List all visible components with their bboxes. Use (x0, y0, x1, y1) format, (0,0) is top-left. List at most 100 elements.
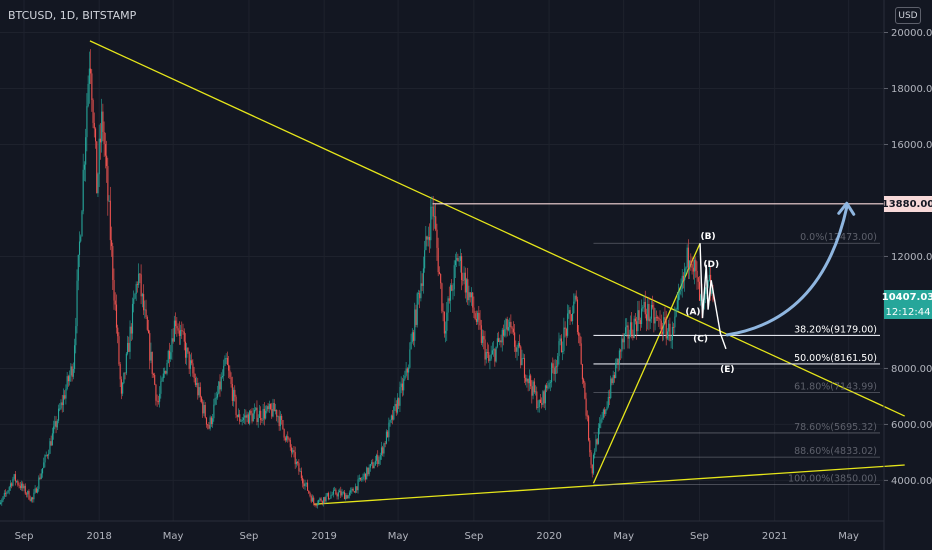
time-tick-label: May (388, 531, 409, 542)
candle-body (417, 293, 420, 295)
price-axis[interactable]: 20000.00 18000.00 16000.00 12000.00 8000.00 6… (884, 28, 932, 487)
candle-body (681, 275, 683, 289)
candle-body (403, 379, 405, 391)
candle-body (655, 317, 657, 319)
candle-body (97, 174, 99, 194)
candle-body (388, 422, 390, 438)
candle-body (40, 473, 42, 479)
candle-body (43, 462, 45, 469)
candle-body (596, 439, 598, 444)
candle-body (196, 383, 198, 385)
candle-body (526, 378, 528, 382)
time-tick-label: Sep (15, 531, 34, 542)
candle-body (456, 257, 458, 261)
candle-body (400, 383, 402, 388)
candle-body (218, 381, 220, 394)
candle-body (146, 316, 148, 330)
candle-body (143, 294, 145, 311)
candle-body (302, 478, 304, 484)
candle-body (589, 440, 591, 453)
price-tick-label: 20000.00 (891, 28, 932, 39)
candle-body (647, 303, 649, 321)
candle-body (437, 247, 439, 273)
candle-body (517, 343, 519, 348)
fib-level-label: 78.60%(5695.32) (794, 422, 877, 433)
candle-body (535, 391, 537, 393)
fibonacci-retracement[interactable]: 0.0%(12473.00)38.20%(9179.00)50.00%(8161… (593, 232, 880, 486)
candle-body (138, 273, 140, 285)
candle-body (612, 375, 614, 384)
candle-body (436, 229, 438, 248)
candle-body (675, 309, 677, 317)
candle-body (369, 464, 371, 468)
candle-body (267, 406, 269, 409)
candle-body (623, 333, 625, 343)
candle-body (325, 495, 327, 502)
candle-body (217, 393, 219, 398)
candle-body (613, 375, 616, 379)
candle-body (564, 327, 566, 329)
candle-body (297, 461, 299, 464)
candle-body (361, 479, 363, 481)
currency-button[interactable]: USD (895, 7, 921, 24)
candle-body (462, 280, 464, 281)
candle-body (139, 273, 141, 275)
time-axis[interactable]: Sep 2018 May Sep 2019 May Sep 2020 May Sep 2021 May (15, 531, 859, 542)
candle-body (615, 362, 617, 379)
candle-body (156, 400, 158, 402)
candle-body (528, 375, 530, 384)
projection-path[interactable] (699, 201, 856, 350)
candle-body (371, 462, 373, 465)
candle-body (512, 328, 514, 333)
candle-body (261, 420, 263, 421)
candle-body (35, 488, 37, 493)
candle-body (305, 482, 307, 484)
candle-body (532, 381, 534, 396)
candle-body (653, 307, 655, 324)
price-tick-label: 6000.00 (891, 420, 932, 431)
candle-body (122, 383, 124, 394)
candle-body (27, 490, 29, 495)
trendline (592, 242, 701, 484)
candle-body (453, 265, 455, 290)
candle-body (257, 417, 259, 423)
candle-body (475, 318, 477, 322)
candle-body (584, 382, 586, 399)
candle-body (607, 397, 609, 407)
candle-body (697, 277, 699, 282)
candle-body (398, 398, 400, 406)
candle-body (628, 336, 630, 339)
candle-body (39, 477, 41, 479)
candle-body (160, 381, 162, 394)
candle-body (124, 372, 126, 374)
candle-body (363, 473, 365, 477)
candle-body (583, 379, 585, 383)
candle-body (421, 283, 423, 286)
candle-body (555, 366, 558, 368)
candle-body (467, 279, 469, 301)
candle-body (506, 319, 508, 331)
fib-level-label: 88.60%(4833.02) (794, 446, 877, 457)
candle-body (219, 381, 221, 390)
candle-body (394, 404, 396, 407)
candle-body (311, 497, 314, 502)
candle-body (602, 409, 604, 418)
trendlines[interactable] (89, 40, 905, 505)
candle-body (401, 383, 404, 391)
candle-body (425, 236, 427, 251)
candle-body (520, 346, 522, 366)
candle-body (644, 301, 646, 315)
candle-body (224, 358, 226, 366)
candle-body (94, 128, 97, 142)
candle-body (258, 410, 261, 418)
candle-body (133, 298, 135, 304)
candle-body (314, 503, 316, 506)
candle-body (440, 274, 442, 284)
candle-body (708, 274, 710, 281)
candle-body (101, 111, 103, 143)
candle-body (295, 461, 298, 465)
candle-body (700, 295, 702, 301)
candle-body (405, 368, 407, 376)
candle-body (625, 327, 627, 334)
